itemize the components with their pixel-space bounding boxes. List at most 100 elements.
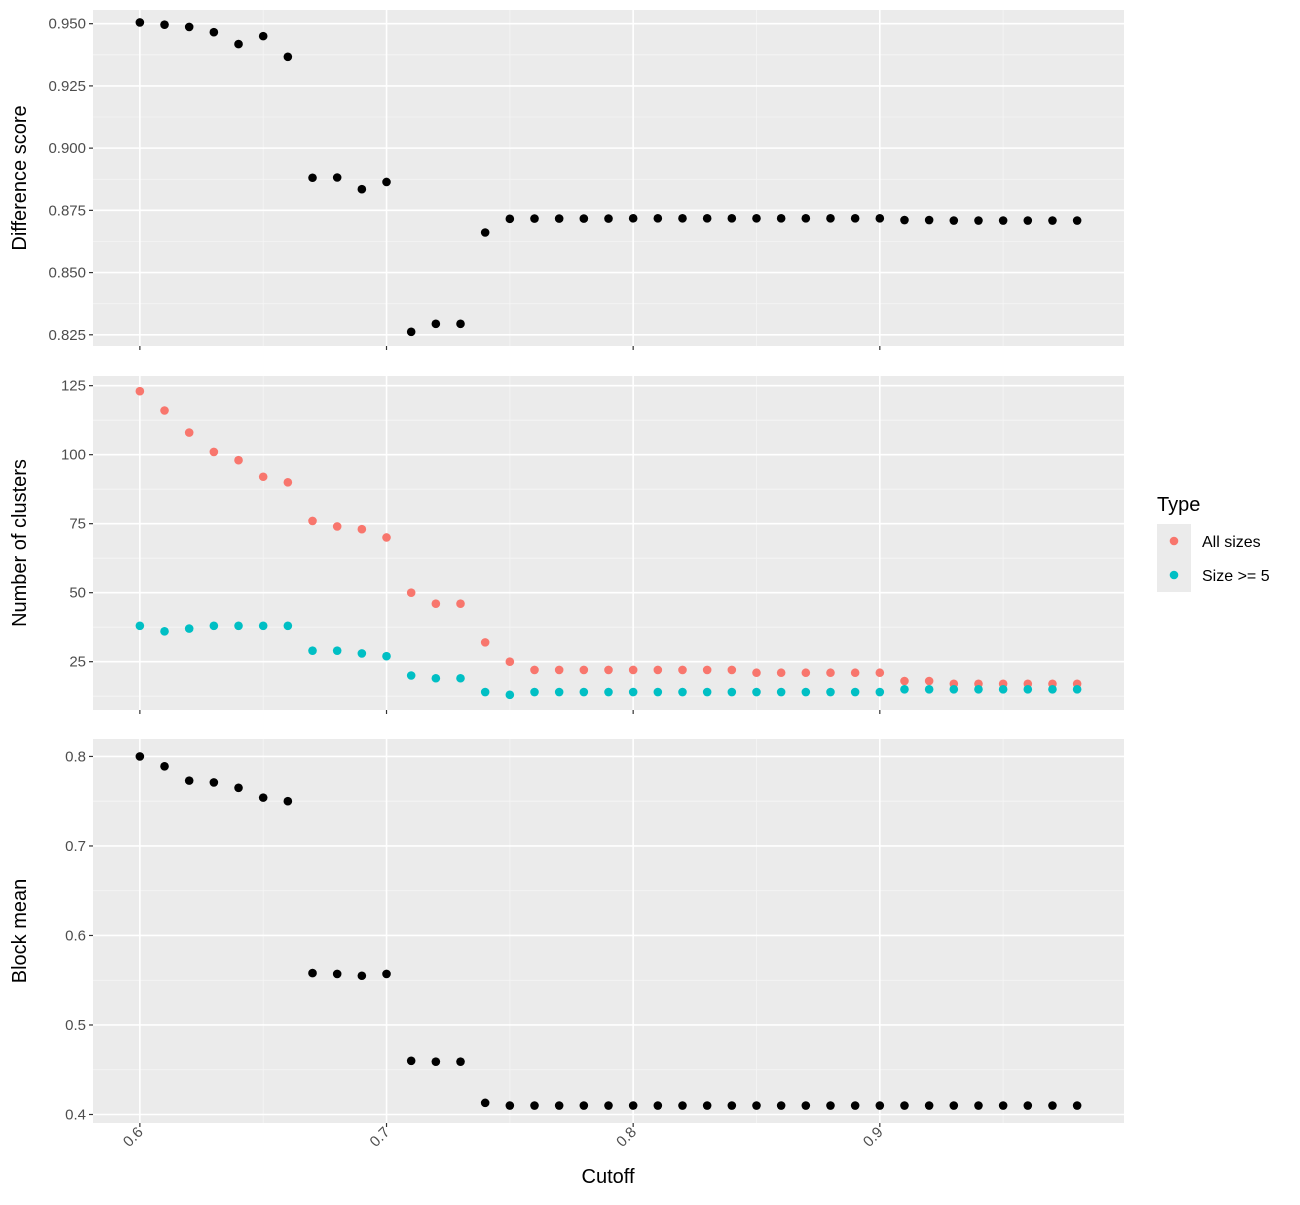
point-0-78 bbox=[579, 687, 589, 697]
panel-background bbox=[93, 739, 1124, 1123]
point-0-67 bbox=[308, 968, 317, 978]
point-0-82 bbox=[678, 687, 687, 697]
point-0-63 bbox=[209, 778, 219, 787]
point-0-79 bbox=[604, 665, 613, 675]
point-0-77 bbox=[554, 665, 564, 675]
point-0-77 bbox=[554, 687, 564, 697]
x-tick-label-0-6: 0.6 bbox=[120, 1124, 147, 1151]
point-0-98 bbox=[1072, 684, 1082, 694]
point-0-76 bbox=[530, 1101, 539, 1110]
point-0-83 bbox=[702, 687, 712, 697]
point-0-85 bbox=[752, 1101, 761, 1110]
point-0-79 bbox=[604, 687, 613, 697]
point-0-67 bbox=[308, 516, 317, 526]
point-0-98 bbox=[1072, 1101, 1082, 1110]
point-0-97 bbox=[1048, 1101, 1057, 1110]
point-0-63 bbox=[209, 447, 219, 457]
point-0-74 bbox=[480, 1098, 490, 1108]
point-0-84 bbox=[727, 214, 737, 223]
point-0-64 bbox=[234, 783, 243, 793]
point-0-76 bbox=[530, 214, 539, 223]
point-0-74 bbox=[480, 638, 490, 647]
point-0-7 bbox=[382, 177, 391, 187]
point-0-63 bbox=[209, 621, 219, 631]
point-0-89 bbox=[850, 1101, 860, 1110]
point-0-9 bbox=[875, 668, 885, 678]
x-tick-label-0-7: 0.7 bbox=[367, 1124, 394, 1151]
point-0-61 bbox=[160, 406, 169, 415]
panel-3: 0.4 0.5 0.6 0.7 0.8 0.6 0.7 0.8 0.9 Block mean bbox=[9, 739, 1124, 1151]
point-0-71 bbox=[406, 1056, 416, 1066]
point-0-65 bbox=[258, 793, 268, 802]
legend-title: Type bbox=[1157, 494, 1200, 516]
point-0-82 bbox=[678, 665, 687, 675]
point-0-62 bbox=[184, 22, 194, 32]
point-0-81 bbox=[653, 687, 663, 697]
point-0-64 bbox=[234, 39, 243, 49]
point-0-74 bbox=[480, 687, 490, 697]
point-0-73 bbox=[456, 599, 465, 609]
point-0-68 bbox=[332, 969, 342, 979]
point-0-86 bbox=[776, 668, 786, 678]
point-0-8 bbox=[628, 687, 638, 697]
point-0-93 bbox=[949, 684, 959, 694]
point-0-8 bbox=[628, 665, 638, 675]
point-0-73 bbox=[456, 1057, 465, 1066]
y-axis-title-3: Block mean bbox=[9, 879, 31, 984]
point-0-85 bbox=[752, 668, 761, 678]
point-0-97 bbox=[1048, 216, 1057, 225]
point-0-69 bbox=[357, 649, 367, 658]
point-0-79 bbox=[604, 214, 613, 223]
point-0-92 bbox=[924, 1101, 934, 1110]
point-0-72 bbox=[431, 673, 441, 683]
point-0-72 bbox=[431, 319, 441, 329]
series-2-2 bbox=[135, 621, 1082, 700]
point-0-66 bbox=[283, 52, 293, 62]
point-0-87 bbox=[801, 687, 811, 697]
point-0-98 bbox=[1072, 216, 1082, 225]
y-tick-label-0-5: 0.5 bbox=[65, 1017, 86, 1034]
point-0-91 bbox=[900, 676, 909, 686]
point-0-78 bbox=[579, 1101, 589, 1110]
point-0-86 bbox=[776, 687, 786, 697]
point-0-68 bbox=[332, 646, 342, 655]
point-0-74 bbox=[480, 228, 490, 237]
point-0-95 bbox=[998, 684, 1008, 694]
point-0-65 bbox=[258, 472, 268, 482]
point-0-72 bbox=[431, 1057, 441, 1066]
point-0-9 bbox=[875, 1101, 885, 1110]
point-0-94 bbox=[974, 216, 983, 225]
point-0-81 bbox=[653, 1101, 663, 1110]
point-0-82 bbox=[678, 214, 687, 223]
point-0-7 bbox=[382, 533, 391, 542]
point-0-61 bbox=[160, 762, 169, 771]
y-tick-label-0-4: 0.4 bbox=[65, 1106, 86, 1123]
point-0-92 bbox=[924, 676, 934, 686]
y-axis-title-2: Number of clusters bbox=[9, 459, 31, 627]
point-0-69 bbox=[357, 184, 367, 194]
point-0-77 bbox=[554, 214, 564, 223]
point-0-75 bbox=[505, 690, 515, 700]
y-tick-label-0-825: 0.825 bbox=[48, 327, 86, 344]
point-0-96 bbox=[1023, 684, 1033, 694]
point-0-86 bbox=[776, 1101, 786, 1110]
point-0-6 bbox=[135, 752, 145, 761]
point-0-67 bbox=[308, 173, 317, 183]
point-0-68 bbox=[332, 173, 342, 182]
y-tick-label-25: 25 bbox=[69, 654, 86, 671]
point-0-75 bbox=[505, 657, 515, 666]
point-0-65 bbox=[258, 621, 268, 631]
legend-label-all-sizes: All sizes bbox=[1202, 534, 1261, 551]
point-0-62 bbox=[184, 776, 194, 785]
point-0-61 bbox=[160, 20, 169, 29]
point-0-95 bbox=[998, 1101, 1008, 1110]
panels-layer: 0.8250.8500.8750.9000.9250.950Difference… bbox=[9, 10, 1124, 1151]
point-0-87 bbox=[801, 1101, 811, 1110]
point-0-89 bbox=[850, 668, 860, 678]
point-0-87 bbox=[801, 668, 811, 678]
point-0-71 bbox=[406, 671, 416, 680]
point-0-83 bbox=[702, 1101, 712, 1110]
point-0-95 bbox=[998, 216, 1008, 225]
point-0-77 bbox=[554, 1101, 564, 1110]
point-0-78 bbox=[579, 214, 589, 223]
